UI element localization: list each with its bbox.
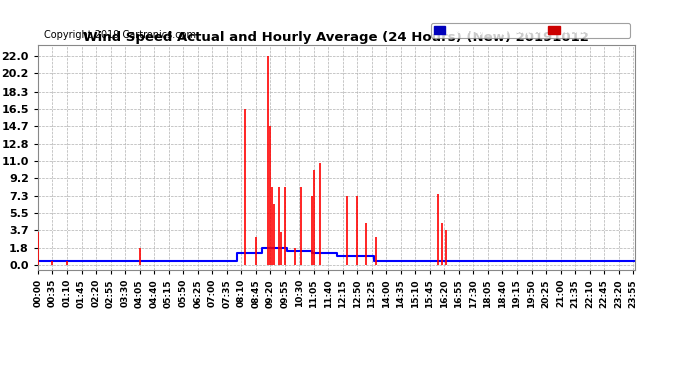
Text: Copyright 2019 Cartronics.com: Copyright 2019 Cartronics.com [44, 30, 196, 40]
Legend: Hourly Avg (mph), Wind (mph): Hourly Avg (mph), Wind (mph) [431, 23, 630, 38]
Title: Wind Speed Actual and Hourly Average (24 Hours) (New) 20191012: Wind Speed Actual and Hourly Average (24… [83, 31, 589, 44]
